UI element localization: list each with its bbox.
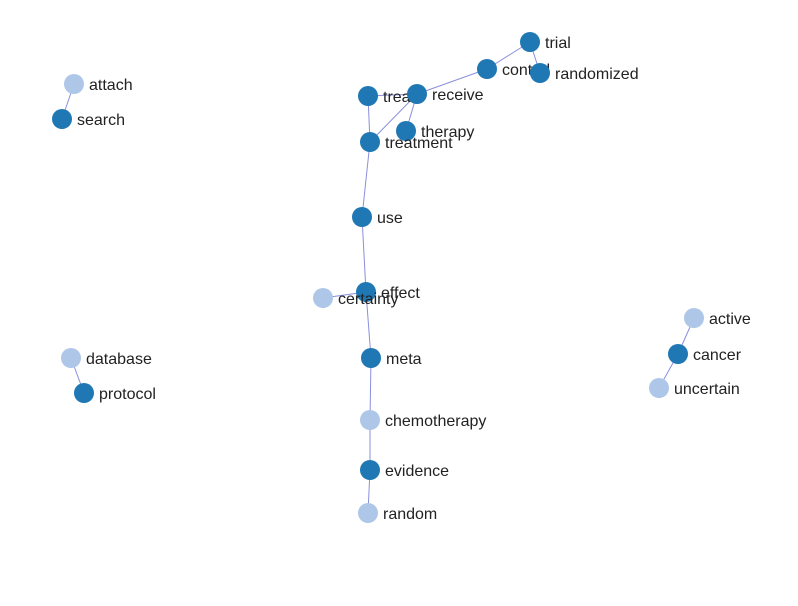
node-circle-trial[interactable] xyxy=(520,32,540,52)
node-evidence[interactable]: evidence xyxy=(360,460,449,480)
node-circle-chemotherapy[interactable] xyxy=(360,410,380,430)
node-label-trial: trial xyxy=(545,35,571,52)
node-effect[interactable]: effect xyxy=(356,282,420,302)
node-treatment[interactable]: treatment xyxy=(360,132,453,152)
edge-control-receive xyxy=(416,68,488,95)
node-label-therapy: therapy xyxy=(421,124,474,141)
node-label-search: search xyxy=(77,112,125,129)
node-label-cancer: cancer xyxy=(693,347,742,364)
node-certainty[interactable]: certainty xyxy=(313,288,398,308)
node-circle-uncertain[interactable] xyxy=(649,378,669,398)
node-label-uncertain: uncertain xyxy=(674,381,740,398)
edge-receive-treatment xyxy=(369,93,418,143)
edges-layer xyxy=(61,41,695,514)
node-label-use: use xyxy=(377,210,403,227)
node-circle-attach[interactable] xyxy=(64,74,84,94)
node-label-evidence: evidence xyxy=(385,463,449,480)
node-use[interactable]: use xyxy=(352,207,403,227)
node-label-database: database xyxy=(86,351,152,368)
node-circle-treatment[interactable] xyxy=(360,132,380,152)
node-circle-cancer[interactable] xyxy=(668,344,688,364)
node-circle-meta[interactable] xyxy=(361,348,381,368)
node-circle-certainty[interactable] xyxy=(313,288,333,308)
node-label-random: random xyxy=(383,506,437,523)
node-trial[interactable]: trial xyxy=(520,32,571,52)
node-label-certainty: certainty xyxy=(338,291,398,308)
node-circle-database[interactable] xyxy=(61,348,81,368)
node-therapy[interactable]: therapy xyxy=(396,121,474,141)
node-circle-evidence[interactable] xyxy=(360,460,380,480)
node-label-treatment: treatment xyxy=(385,135,453,152)
node-search[interactable]: search xyxy=(52,109,125,129)
edge-effect-meta xyxy=(365,291,372,359)
node-attach[interactable]: attach xyxy=(64,74,133,94)
node-protocol[interactable]: protocol xyxy=(74,383,156,403)
node-random[interactable]: random xyxy=(358,503,437,523)
node-circle-use[interactable] xyxy=(352,207,372,227)
node-label-receive: receive xyxy=(432,87,484,104)
node-circle-search[interactable] xyxy=(52,109,72,129)
edge-meta-chemotherapy xyxy=(369,357,372,421)
node-circle-effect[interactable] xyxy=(356,282,376,302)
node-label-attach: attach xyxy=(89,77,133,94)
node-chemotherapy[interactable]: chemotherapy xyxy=(360,410,486,430)
node-circle-therapy[interactable] xyxy=(396,121,416,141)
node-uncertain[interactable]: uncertain xyxy=(649,378,740,398)
node-circle-random[interactable] xyxy=(358,503,378,523)
node-meta[interactable]: meta xyxy=(361,348,422,368)
node-label-effect: effect xyxy=(381,285,420,302)
node-label-protocol: protocol xyxy=(99,386,156,403)
node-randomized[interactable]: randomized xyxy=(530,63,639,83)
node-cancer[interactable]: cancer xyxy=(668,344,742,364)
node-circle-receive[interactable] xyxy=(407,84,427,104)
edge-use-effect xyxy=(361,216,367,293)
node-circle-randomized[interactable] xyxy=(530,63,550,83)
node-circle-protocol[interactable] xyxy=(74,383,94,403)
node-database[interactable]: database xyxy=(61,348,152,368)
node-treat[interactable]: treat xyxy=(358,86,416,106)
node-receive[interactable]: receive xyxy=(407,84,484,104)
node-circle-treat[interactable] xyxy=(358,86,378,106)
node-circle-control[interactable] xyxy=(477,59,497,79)
node-active[interactable]: active xyxy=(684,308,751,328)
edge-treatment-use xyxy=(361,141,371,218)
node-label-active: active xyxy=(709,311,751,328)
node-label-randomized: randomized xyxy=(555,66,639,83)
node-label-meta: meta xyxy=(386,351,422,368)
node-circle-active[interactable] xyxy=(684,308,704,328)
node-label-chemotherapy: chemotherapy xyxy=(385,413,486,430)
